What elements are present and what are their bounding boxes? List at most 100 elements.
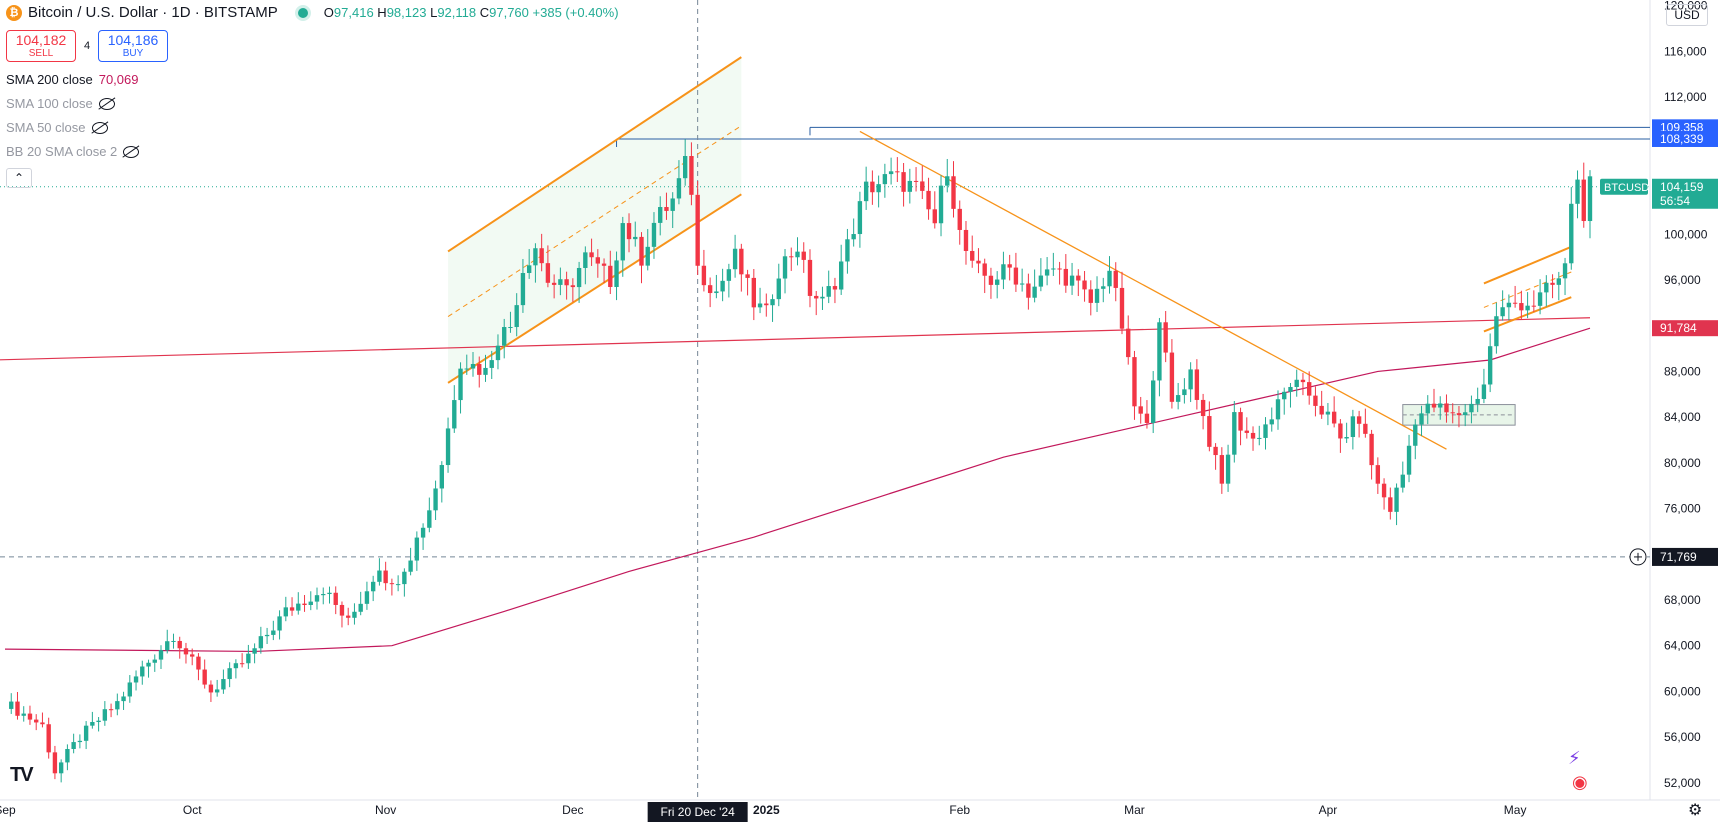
- candle-body: [445, 428, 451, 466]
- y-tick-label: 80,000: [1664, 456, 1701, 470]
- candle-body: [832, 286, 838, 290]
- candle-body: [333, 592, 338, 605]
- candle-body: [1151, 380, 1156, 423]
- trade-buttons: 104,182 SELL 4 104,186 BUY: [6, 30, 168, 62]
- crosshair-date-badge: [647, 802, 748, 822]
- candle-body: [1575, 179, 1580, 204]
- symbol-header: ₿ Bitcoin / U.S. Dollar · 1D · BITSTAMP …: [6, 4, 619, 21]
- y-tick-label: 100,000: [1664, 227, 1708, 241]
- candle-body: [982, 263, 987, 276]
- candle-body: [1438, 403, 1443, 408]
- bar-countdown-label: 56:54: [1660, 194, 1690, 208]
- candle-body: [838, 261, 844, 290]
- lightning-icon[interactable]: ⚡: [1568, 748, 1581, 768]
- candle-body: [1032, 286, 1037, 298]
- candle-body: [489, 360, 494, 368]
- candle-body: [720, 280, 725, 292]
- candle-body: [1232, 412, 1237, 455]
- indicator-sma100[interactable]: SMA 100 close: [6, 96, 115, 111]
- symbol-badge-label: BTCUSD: [1604, 182, 1649, 194]
- price-badge-label: 109,358: [1660, 120, 1704, 134]
- eye-hidden-icon[interactable]: [123, 145, 140, 158]
- candle-body: [951, 176, 956, 209]
- sell-button[interactable]: 104,182 SELL: [6, 30, 76, 62]
- x-tick-label: Mar: [1124, 803, 1145, 817]
- indicator-sma50[interactable]: SMA 50 close: [6, 120, 108, 135]
- candle-body: [676, 178, 682, 199]
- candle-body: [845, 239, 850, 262]
- candle-body: [458, 368, 463, 401]
- candle-body: [695, 194, 700, 266]
- candle-body: [1537, 292, 1543, 306]
- candle-body: [52, 752, 58, 774]
- candle-body: [1113, 270, 1118, 288]
- candle-body: [1157, 322, 1162, 381]
- candle-body: [233, 663, 239, 669]
- candle-body: [277, 616, 282, 631]
- candle-body: [427, 510, 432, 528]
- settings-gear-icon[interactable]: ⚙: [1688, 802, 1703, 819]
- candle-body: [751, 277, 757, 308]
- candle-body: [96, 720, 101, 723]
- candle-body: [620, 223, 625, 261]
- spread-value: 4: [83, 40, 91, 52]
- eye-hidden-icon[interactable]: [98, 97, 115, 110]
- y-tick-label: 56,000: [1664, 730, 1701, 744]
- candle-body: [1169, 352, 1175, 402]
- collapse-legend-button[interactable]: ⌃: [6, 168, 32, 188]
- candle-body: [564, 279, 569, 286]
- indicator-sma200[interactable]: SMA 200 close 70,069: [6, 72, 139, 87]
- candle-body: [807, 259, 813, 296]
- y-tick-label: 84,000: [1664, 410, 1701, 424]
- candle-body: [1431, 403, 1437, 408]
- candle-body: [46, 724, 51, 753]
- candle-body: [1494, 316, 1499, 347]
- candle-body: [1051, 268, 1056, 270]
- candle-body: [1282, 391, 1287, 400]
- candle-body: [851, 234, 856, 240]
- candle-body: [757, 303, 763, 308]
- candle-body: [701, 265, 707, 286]
- candle-body: [302, 603, 307, 606]
- candle-body: [670, 198, 675, 211]
- events-flag-icon[interactable]: ◉: [1572, 772, 1588, 792]
- candle-body: [932, 209, 937, 224]
- indicator-bb[interactable]: BB 20 SMA close 2: [6, 144, 140, 159]
- candle-body: [483, 367, 488, 375]
- buy-button[interactable]: 104,186 BUY: [98, 30, 168, 62]
- x-tick-label: Apr: [1319, 803, 1338, 817]
- candle-body: [639, 236, 644, 266]
- candle-body: [1363, 423, 1368, 434]
- candle-body: [208, 684, 214, 693]
- candle-body: [171, 640, 176, 642]
- candle-body: [970, 250, 975, 261]
- candle-body: [477, 363, 482, 375]
- candle-body: [214, 689, 220, 693]
- candle-body: [1263, 424, 1268, 438]
- candle-body: [1107, 270, 1112, 287]
- price-badge-label: 108,339: [1660, 132, 1704, 146]
- crosshair-date-label: Fri 20 Dec '24: [660, 805, 735, 819]
- symbol-title[interactable]: Bitcoin / U.S. Dollar · 1D · BITSTAMP: [28, 4, 278, 21]
- sma200-line: [4, 327, 1591, 653]
- candle-body: [814, 295, 819, 299]
- candle-body: [726, 269, 732, 281]
- candle-body: [1519, 303, 1524, 311]
- candle-body: [920, 181, 925, 191]
- candle-body: [1200, 399, 1206, 417]
- candle-body: [1175, 395, 1181, 402]
- candle-body: [58, 762, 64, 774]
- candle-body: [77, 740, 83, 743]
- candle-body: [358, 603, 363, 612]
- candle-body: [539, 248, 544, 264]
- market-open-icon: [297, 7, 308, 18]
- candle-body: [957, 208, 962, 230]
- candle-body: [1126, 328, 1131, 358]
- candle-body: [1512, 302, 1518, 304]
- currency-selector[interactable]: USD: [1666, 4, 1708, 26]
- eye-hidden-icon[interactable]: [91, 121, 108, 134]
- y-tick-label: 96,000: [1664, 273, 1701, 287]
- channel-mid-line: [1483, 271, 1572, 308]
- candle-body: [1001, 264, 1006, 280]
